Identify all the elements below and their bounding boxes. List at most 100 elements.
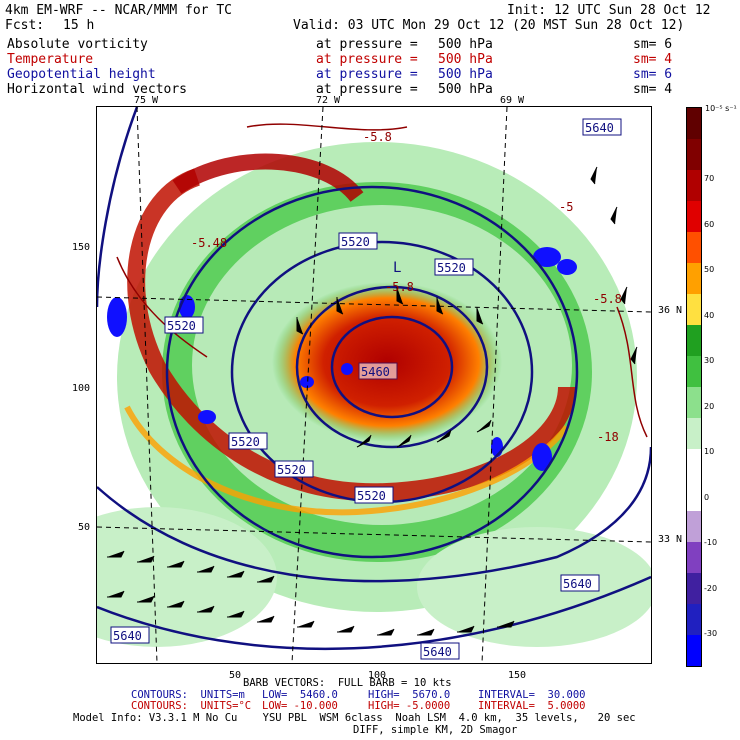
field-level-wind: 500 hPa (438, 82, 493, 97)
contour-temp-high: HIGH= -5.0000 (368, 700, 451, 712)
colorbar-label: 40 (704, 310, 715, 320)
colorbar-label: 10 (704, 447, 715, 456)
field-smooth-height: sm= 6 (633, 67, 673, 82)
y-tick-150: 150 (72, 242, 91, 253)
colorbar-label: 30 (704, 356, 715, 365)
colorbar-segment (687, 294, 701, 325)
colorbar-unit: 10⁻⁵ s⁻¹ (705, 104, 737, 113)
storm-core (272, 282, 502, 442)
colorbar-segment (687, 232, 701, 263)
field-level-vorticity: 500 hPa (438, 37, 493, 52)
temp-label-group: -5.8 -5.48 -5.8 -5 -5.8 -18 (191, 130, 622, 444)
temp-label: -5.8 (363, 130, 392, 144)
temp-label: -5.8 (385, 280, 414, 294)
model-title: 4km EM-WRF -- NCAR/MMM for TC (5, 3, 232, 18)
x-tick-150: 150 (508, 670, 527, 681)
contour-height-high: HIGH= 5670.0 (368, 689, 451, 701)
height-label: 5520 (167, 319, 196, 333)
height-label: 5520 (357, 489, 386, 503)
wind-barbs (107, 166, 638, 636)
height-label: 5520 (231, 435, 260, 449)
x-tick-100: 100 (368, 670, 387, 681)
map-canvas: 5640 5520 5520 5520 5520 5520 5520 5640 … (97, 107, 651, 663)
colorbar-label: 20 (704, 401, 715, 411)
lon-label-75w: 75 W (134, 95, 159, 106)
colorbar-label: -20 (704, 583, 718, 593)
contour-height-interval: INTERVAL= 30.000 (478, 689, 586, 701)
field-smooth-wind: sm= 4 (633, 82, 673, 97)
colorbar-segment (687, 139, 701, 170)
height-label: 5640 (113, 629, 142, 643)
model-info-diffusion: DIFF, simple KM, 2D Smagor (353, 724, 518, 736)
colorbar-label: 70 (704, 174, 715, 183)
graticule (97, 107, 651, 663)
colorbar-segment (687, 108, 701, 139)
colorbar-label: 50 (704, 265, 715, 274)
barb-legend: BARB VECTORS: FULL BARB = 10 kts (243, 677, 452, 689)
field-level-temperature: 500 hPa (438, 52, 493, 67)
height-contours (97, 107, 651, 651)
height-label: 5520 (437, 261, 466, 275)
spiral-band-outer (127, 168, 576, 502)
colorbar-segment (687, 387, 701, 418)
height-label: 5520 (341, 235, 370, 249)
model-info: Model Info: V3.3.1 M No Cu YSU PBL WSM 6… (73, 712, 636, 724)
temp-label: -5.48 (191, 236, 227, 250)
field-name-temperature: Temperature (7, 52, 94, 67)
contour-temp-units: CONTOURS: UNITS=°C (131, 700, 252, 712)
colorbar-segment (687, 511, 701, 542)
field-name-height: Geopotential height (7, 67, 156, 82)
contour-temp-interval: INTERVAL= 5.0000 (478, 700, 586, 712)
y-tick-100: 100 (72, 383, 91, 394)
field-at-height: at pressure = (316, 67, 418, 82)
x-tick-50: 50 (229, 670, 242, 681)
negative-vorticity-spots (107, 247, 577, 471)
field-at-wind: at pressure = (316, 82, 418, 97)
forecast-hour: 15 h (63, 18, 95, 33)
height-label: 5640 (423, 645, 452, 659)
colorbar-segment (687, 263, 701, 294)
height-label: 5640 (563, 577, 592, 591)
y-tick-50: 50 (78, 522, 91, 533)
field-at-temperature: at pressure = (316, 52, 418, 67)
contour-height-low: LOW= 5460.0 (262, 689, 338, 701)
init-time: Init: 12 UTC Sun 28 Oct 12 (507, 3, 711, 18)
height-label: 5460 (361, 365, 390, 379)
height-label-group: 5640 5520 5520 5520 5520 5520 5520 5640 … (110, 118, 622, 660)
colorbar-segment (687, 201, 701, 232)
colorbar-segment (687, 418, 701, 449)
colorbar-segment (687, 542, 701, 573)
colorbar-label: -10 (704, 538, 718, 547)
colorbar-segment (687, 325, 701, 356)
field-smooth-vorticity: sm= 6 (633, 37, 673, 52)
low-center-label: L (393, 260, 401, 276)
forecast-label: Fcst: (5, 18, 45, 33)
field-smooth-temperature: sm= 4 (633, 52, 673, 67)
temp-label: -5.8 (593, 292, 622, 306)
field-name-vorticity: Absolute vorticity (7, 37, 148, 52)
lat-label-33n: 33 N (658, 534, 683, 545)
contour-height-units: CONTOURS: UNITS=m (131, 689, 245, 701)
height-label: 5640 (585, 121, 614, 135)
colorbar-segment (687, 604, 701, 635)
lon-label-72w: 72 W (316, 95, 341, 106)
temperature-contours (116, 123, 648, 438)
colorbar-segment (687, 480, 701, 511)
lon-label-69w: 69 W (500, 95, 525, 106)
temp-label: -18 (597, 430, 619, 444)
colorbar-label: 0 (704, 492, 710, 502)
colorbar-label: -30 (704, 629, 718, 638)
weather-map: 5640 5520 5520 5520 5520 5520 5520 5640 … (96, 106, 652, 664)
colorbar-segment (687, 170, 701, 201)
temp-label: -5 (559, 200, 573, 214)
colorbar-segment (687, 635, 701, 666)
colorbar-segment (687, 573, 701, 604)
colorbar-label: 60 (704, 219, 715, 229)
colorbar-segment (687, 356, 701, 387)
lat-label-36n: 36 N (658, 305, 683, 316)
field-level-height: 500 hPa (438, 67, 493, 82)
field-at-vorticity: at pressure = (316, 37, 418, 52)
colorbar (686, 107, 702, 667)
valid-time: Valid: 03 UTC Mon 29 Oct 12 (20 MST Sun … (293, 18, 685, 33)
height-label: 5520 (277, 463, 306, 477)
